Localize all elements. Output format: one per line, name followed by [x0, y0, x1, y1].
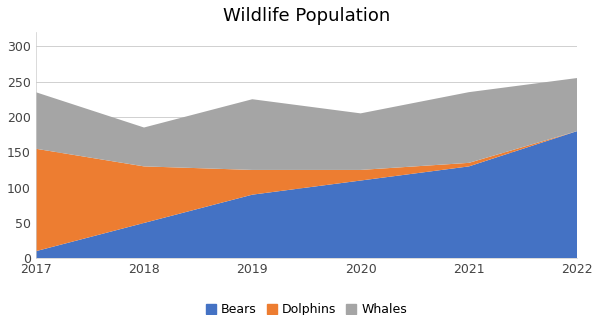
Title: Wildlife Population: Wildlife Population — [223, 7, 390, 25]
Legend: Bears, Dolphins, Whales: Bears, Dolphins, Whales — [201, 299, 412, 315]
